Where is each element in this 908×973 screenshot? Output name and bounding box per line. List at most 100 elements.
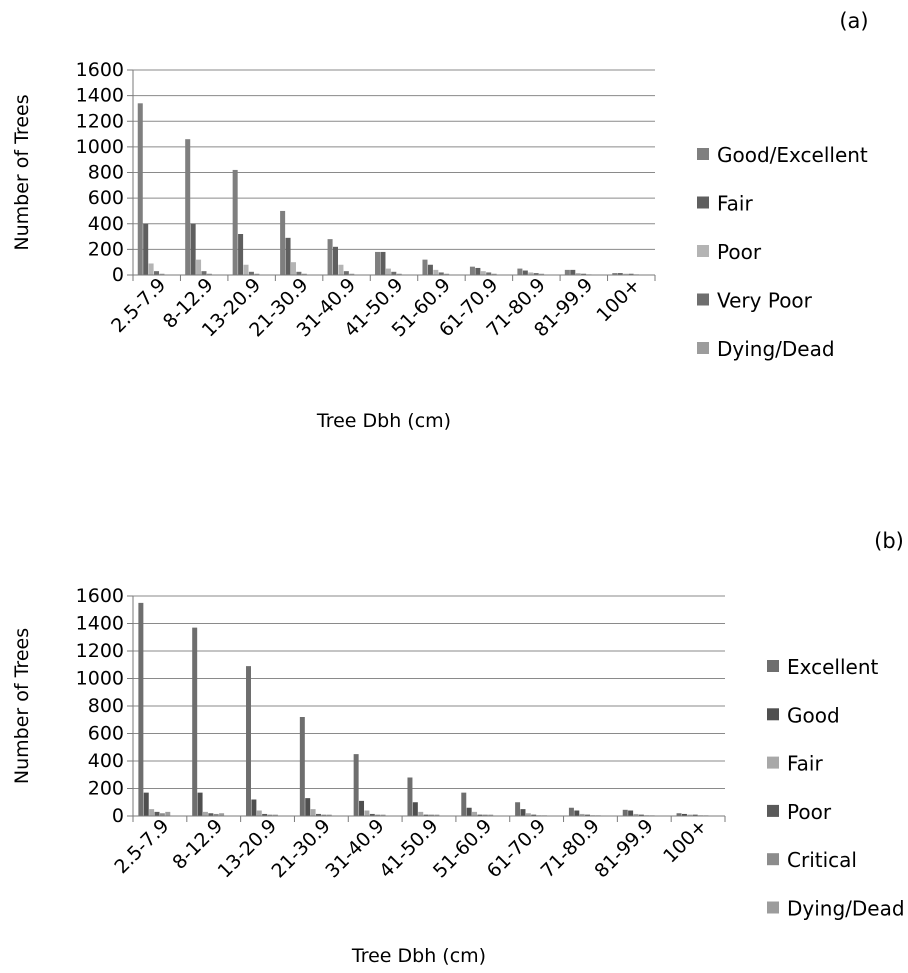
bar-a-s3-c8 [533, 273, 539, 275]
bar-b-s5-c4 [380, 814, 386, 817]
bar-b-s4-c6 [482, 814, 488, 817]
legend-swatch-b-4 [767, 853, 779, 866]
panel-label-a: (a) [839, 9, 868, 33]
bar-a-s2-c1 [196, 259, 202, 276]
bar-a-s3-c2 [248, 271, 254, 275]
x-tick-label-b-6: 51-60.9 [429, 815, 496, 882]
y-tick-label-a-8: 1600 [76, 59, 124, 81]
bar-b-s2-c8 [579, 813, 585, 816]
x-tick-label-b-10: 100+ [659, 815, 711, 867]
legend-swatch-b-0 [767, 660, 779, 672]
bar-a-s2-c6 [433, 269, 439, 276]
bar-a-s2-c9 [575, 273, 581, 275]
y-tick-label-a-5: 1000 [76, 136, 124, 158]
bar-b-s4-c3 [321, 814, 327, 817]
bar-b-s4-c1 [213, 813, 219, 816]
bar-a-s3-c10 [628, 273, 634, 275]
bar-b-s3-c7 [531, 814, 537, 817]
bar-b-s5-c2 [272, 814, 278, 817]
legend-label-b-5: Dying/Dead [787, 897, 905, 921]
bar-a-s4-c0 [159, 273, 165, 275]
bar-a-s3-c6 [438, 272, 444, 275]
bar-b-s0-c1 [192, 627, 198, 817]
bar-a-s1-c3 [285, 237, 291, 275]
bar-a-s2-c0 [148, 263, 154, 275]
y-tick-label-a-0: 0 [112, 264, 124, 286]
x-axis-title-b: Tree Dbh (cm) [351, 945, 486, 967]
bar-a-s4-c2 [254, 273, 260, 275]
bar-a-s1-c10 [617, 273, 623, 275]
bar-b-s2-c5 [418, 811, 424, 817]
bar-b-s4-c2 [267, 814, 273, 817]
legend-swatch-b-5 [767, 901, 779, 914]
bar-b-s1-c0 [143, 792, 149, 817]
bar-b-s4-c5 [429, 814, 434, 817]
y-tick-label-b-4: 800 [88, 695, 124, 717]
bar-a-s3-c4 [343, 271, 349, 275]
bar-b-s2-c7 [525, 813, 531, 816]
y-tick-label-b-7: 1400 [76, 613, 124, 635]
bar-a-s0-c5 [375, 251, 381, 275]
bar-b-s2-c6 [472, 811, 478, 817]
legend-label-b-3: Poor [787, 800, 832, 824]
bar-b-s0-c5 [407, 777, 413, 816]
bar-a-s4-c5 [396, 273, 402, 275]
legend-label-b-2: Fair [787, 752, 823, 776]
x-tick-label-b-9: 81-99.9 [590, 815, 657, 882]
bar-b-s5-c1 [219, 813, 225, 816]
y-tick-label-b-5: 1000 [76, 668, 124, 690]
y-tick-label-b-6: 1200 [76, 640, 124, 662]
bar-b-s3-c3 [315, 813, 321, 816]
bar-a-s4-c4 [349, 273, 355, 275]
y-tick-label-a-3: 600 [88, 187, 124, 209]
bar-a-s2-c7 [480, 271, 486, 275]
bar-a-s4-c1 [206, 273, 212, 275]
bar-a-s1-c9 [570, 269, 576, 276]
y-tick-label-b-8: 1600 [76, 585, 124, 607]
bar-b-s3-c0 [154, 811, 160, 817]
bar-a-s4-c3 [301, 273, 307, 275]
bar-a-s0-c3 [280, 210, 286, 275]
bar-b-s3-c5 [423, 814, 429, 817]
bar-b-s0-c3 [299, 717, 305, 816]
y-tick-label-b-1: 200 [88, 778, 124, 800]
x-tick-label-b-3: 21-30.9 [267, 815, 334, 882]
legend-swatch-a-4 [697, 342, 709, 354]
bar-b-s4-c4 [375, 814, 381, 817]
y-tick-label-a-6: 1200 [76, 110, 124, 132]
legend-label-b-1: Good [787, 703, 840, 727]
bar-a-s2-c8 [528, 272, 534, 275]
y-tick-label-b-0: 0 [112, 805, 124, 827]
bar-b-s5-c6 [488, 814, 494, 817]
legend-swatch-a-0 [697, 148, 709, 160]
bar-b-s1-c4 [359, 800, 365, 817]
x-tick-label-b-5: 41-50.9 [375, 815, 442, 882]
bar-b-s3-c4 [369, 813, 375, 816]
bar-b-s3-c1 [208, 813, 214, 816]
bar-b-s5-c5 [434, 814, 440, 817]
x-tick-label-b-4: 31-40.9 [321, 815, 388, 882]
bar-b-s0-c2 [246, 666, 251, 817]
bar-a-s4-c6 [444, 273, 450, 275]
bar-b-s3-c2 [262, 813, 268, 816]
legend-label-a-3: Very Poor [717, 289, 813, 313]
legend-swatch-a-3 [697, 293, 709, 306]
bar-b-s2-c1 [202, 811, 208, 817]
bar-b-s0-c10 [676, 813, 682, 816]
legend-swatch-b-3 [767, 804, 779, 817]
bar-a-s1-c4 [332, 246, 339, 275]
x-tick-label-a-10: 100+ [592, 274, 644, 326]
legend-label-b-4: Critical [787, 848, 857, 872]
y-tick-label-b-3: 600 [88, 723, 124, 745]
bar-a-s0-c1 [185, 139, 191, 275]
bar-a-s1-c6 [427, 264, 433, 275]
bar-a-s0-c9 [564, 269, 570, 276]
bar-b-s1-c2 [251, 799, 257, 816]
legend-swatch-a-1 [697, 196, 709, 209]
bar-a-s0-c7 [469, 266, 475, 275]
y-axis-title-b: Number of Trees [11, 628, 33, 784]
bar-b-s3-c9 [638, 814, 644, 817]
bar-a-s2-c5 [385, 268, 391, 275]
bar-b-s0-c4 [353, 754, 359, 817]
